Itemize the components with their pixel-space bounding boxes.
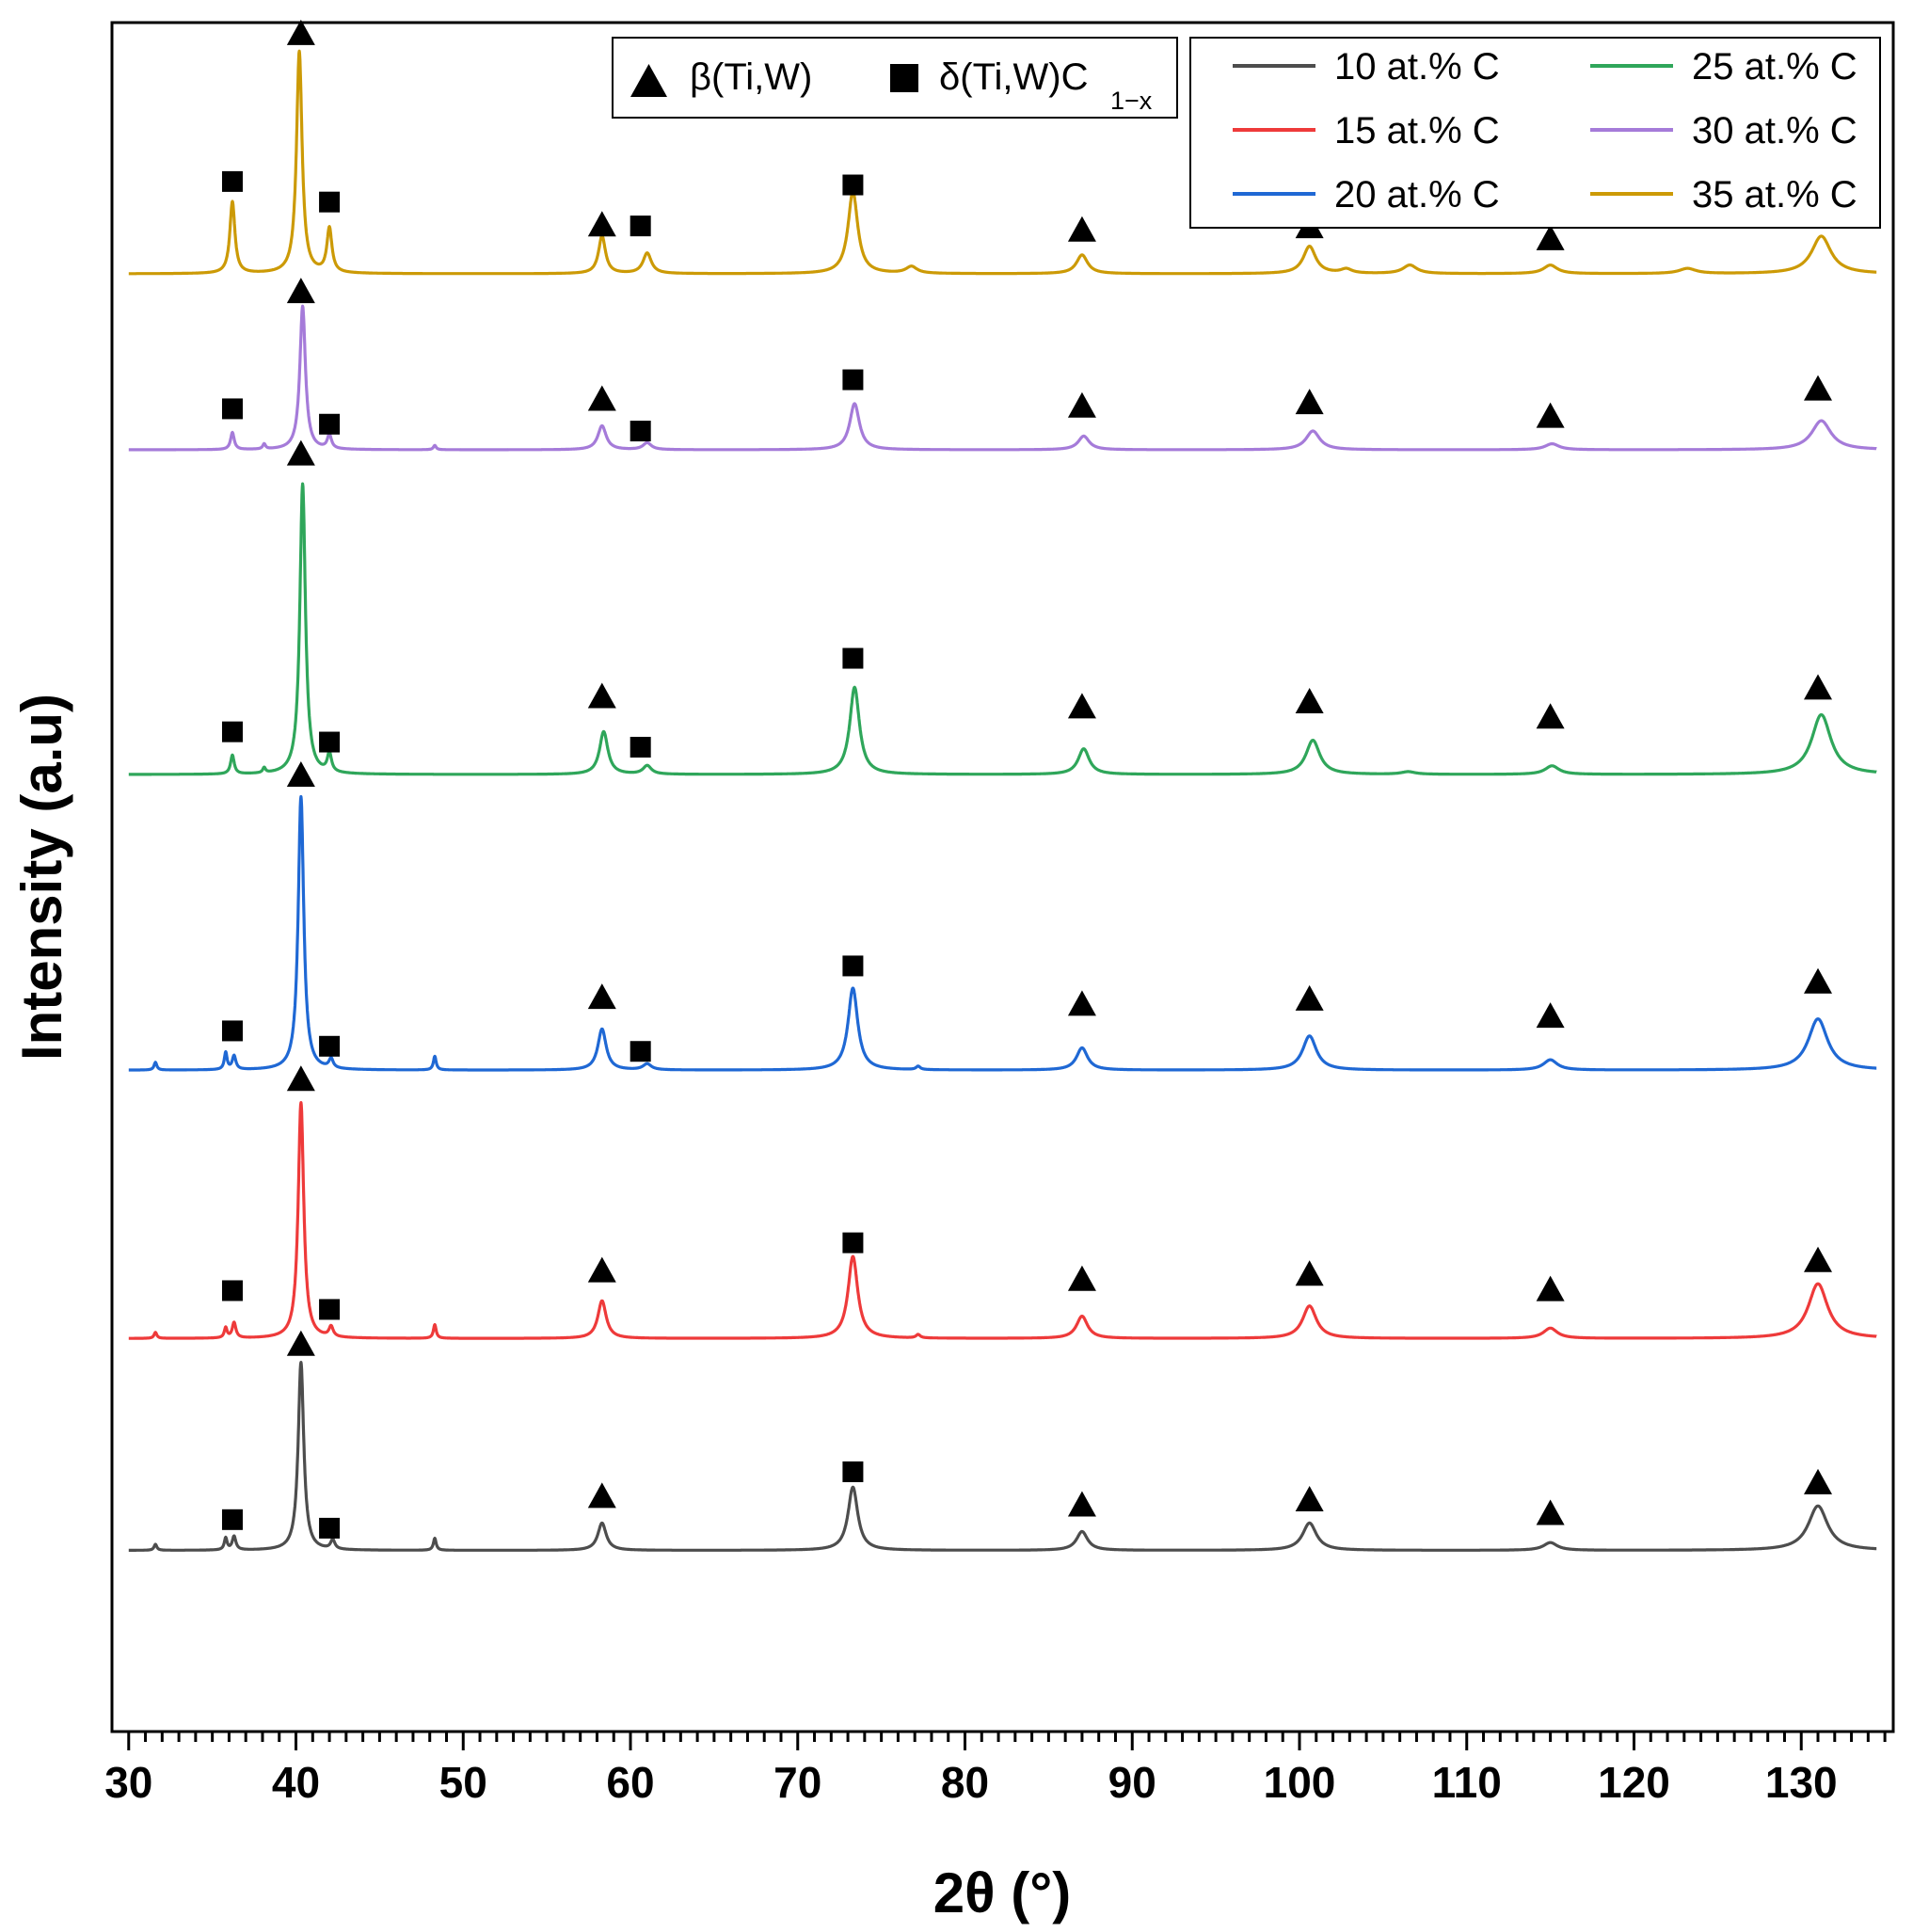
x-tick-label: 30 <box>104 1758 152 1807</box>
triangle-marker <box>587 385 616 411</box>
series-legend-box <box>1189 37 1881 229</box>
plot-area <box>110 21 1895 1733</box>
series-line-0 <box>127 1361 1878 1552</box>
triangle-marker <box>1536 1499 1565 1525</box>
phase-legend-label-delta: δ(Ti,W)C <box>939 56 1089 98</box>
x-tick-label: 100 <box>1264 1758 1336 1807</box>
square-marker <box>842 369 864 391</box>
square-marker <box>842 1232 864 1253</box>
triangle-marker <box>1804 1468 1833 1494</box>
x-tick-label: 50 <box>439 1758 487 1807</box>
triangle-marker <box>587 1256 616 1283</box>
phase-legend-label-beta: β(Ti,W) <box>690 56 812 98</box>
triangle-marker <box>286 761 315 788</box>
triangle-marker <box>1804 674 1833 700</box>
x-tick-label: 110 <box>1432 1758 1502 1807</box>
triangle-marker <box>1536 224 1565 250</box>
triangle-marker <box>1067 1491 1096 1517</box>
triangle-marker <box>1536 1275 1565 1301</box>
square-marker <box>319 1035 341 1057</box>
square-marker <box>221 398 243 420</box>
triangle-marker <box>1295 687 1324 713</box>
phase-marker-layer <box>221 19 1833 1539</box>
triangle-marker <box>1067 1265 1096 1291</box>
x-tick-label: 70 <box>773 1758 821 1807</box>
legend-label-20: 20 at.% C <box>1334 174 1500 216</box>
square-marker <box>221 721 243 742</box>
triangle-marker <box>1295 1486 1324 1512</box>
square-marker <box>221 1509 243 1530</box>
triangle-marker <box>286 439 315 466</box>
square-marker <box>319 731 341 753</box>
legend-square-icon <box>890 64 918 92</box>
y-axis-title: Intensity (a.u) <box>10 694 73 1061</box>
legend-label-15: 15 at.% C <box>1334 110 1500 152</box>
triangle-marker <box>1536 1002 1565 1029</box>
triangle-marker <box>1536 703 1565 729</box>
x-tick-label: 40 <box>272 1758 320 1807</box>
square-marker <box>630 421 651 442</box>
x-tick-label: 130 <box>1765 1758 1838 1807</box>
triangle-marker <box>587 1482 616 1509</box>
square-marker <box>842 647 864 669</box>
x-axis-title: 2θ (°) <box>933 1861 1071 1924</box>
square-marker <box>221 1280 243 1301</box>
triangle-marker <box>1067 391 1096 418</box>
triangle-marker <box>1804 1246 1833 1272</box>
square-marker <box>842 955 864 977</box>
triangle-marker <box>1804 967 1833 994</box>
triangle-marker <box>1536 402 1565 428</box>
triangle-marker <box>1295 389 1324 415</box>
triangle-marker <box>1067 990 1096 1016</box>
square-marker <box>319 191 341 213</box>
square-marker <box>842 1461 864 1482</box>
square-marker <box>319 1299 341 1320</box>
x-tick-label: 80 <box>941 1758 989 1807</box>
square-marker <box>630 216 651 237</box>
square-marker <box>221 170 243 192</box>
square-marker <box>630 736 651 758</box>
series-line-5 <box>127 49 1878 276</box>
triangle-marker <box>587 211 616 237</box>
phase-legend-label-delta-subscript: 1−x <box>1110 87 1153 115</box>
square-marker <box>842 174 864 196</box>
triangle-marker <box>286 1330 315 1356</box>
triangle-marker <box>1295 1260 1324 1286</box>
legend-label-30: 30 at.% C <box>1692 110 1857 152</box>
series-layer <box>127 49 1878 1552</box>
series-line-4 <box>127 304 1878 452</box>
triangle-marker <box>286 19 315 45</box>
legend-triangle-icon <box>630 64 667 97</box>
triangle-marker <box>1067 216 1096 242</box>
x-axis: 30 40 50 60 70 80 90 100 110 120 130 <box>104 1732 1887 1807</box>
triangle-marker <box>286 1065 315 1092</box>
triangle-marker <box>587 682 616 709</box>
triangle-marker <box>1804 375 1833 401</box>
square-marker <box>630 1041 651 1062</box>
triangle-marker <box>286 278 315 304</box>
legend-label-25: 25 at.% C <box>1692 46 1857 88</box>
series-line-2 <box>127 794 1878 1072</box>
triangle-marker <box>1067 693 1096 719</box>
x-tick-label: 120 <box>1598 1758 1670 1807</box>
legend-label-35: 35 at.% C <box>1692 174 1857 216</box>
legend-label-10: 10 at.% C <box>1334 46 1500 88</box>
series-line-1 <box>127 1101 1878 1340</box>
series-line-3 <box>127 482 1878 776</box>
phase-legend: β(Ti,W) δ(Ti,W)C 1−x <box>612 37 1178 119</box>
square-marker <box>319 413 341 435</box>
square-marker <box>221 1020 243 1042</box>
x-tick-label: 90 <box>1108 1758 1156 1807</box>
triangle-marker <box>587 983 616 1010</box>
x-tick-label: 60 <box>606 1758 654 1807</box>
series-legend: 10 at.% C 15 at.% C 20 at.% C 25 at.% C … <box>1189 37 1881 229</box>
triangle-marker <box>1295 984 1324 1011</box>
square-marker <box>319 1517 341 1539</box>
